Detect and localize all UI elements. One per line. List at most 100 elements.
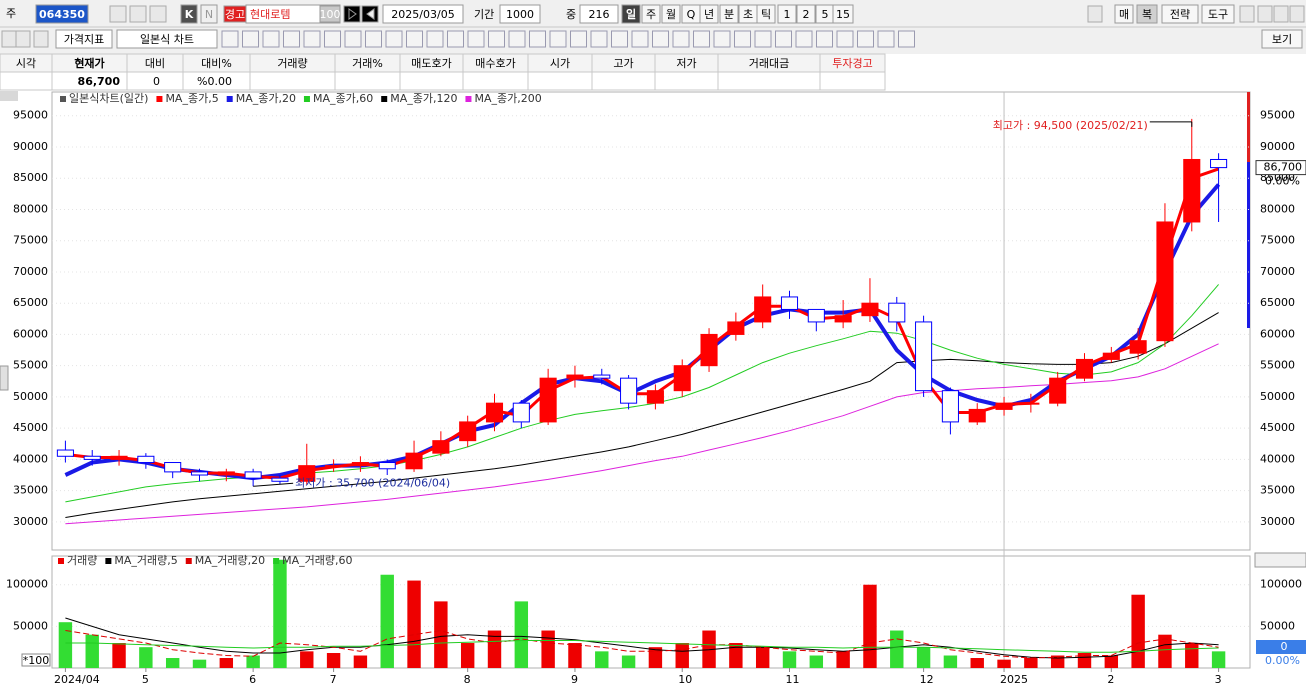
- interval-button[interactable]: 년: [704, 8, 714, 21]
- tool-icon[interactable]: [734, 30, 751, 48]
- interval-button[interactable]: 초: [743, 8, 753, 21]
- y-tick-label-right: 30000: [1260, 515, 1295, 528]
- interval-button-box[interactable]: [832, 4, 854, 24]
- tool-icon[interactable]: [836, 30, 854, 48]
- tool-icon[interactable]: [324, 30, 341, 48]
- date[interactable]: 2025/03/05: [391, 8, 454, 21]
- tool-icon[interactable]: [221, 30, 239, 48]
- interval-button-box[interactable]: [641, 4, 661, 24]
- interval-button[interactable]: 2: [803, 8, 810, 21]
- tool-icon[interactable]: [426, 30, 444, 48]
- chart-kind-box[interactable]: [116, 29, 218, 49]
- tool-icon[interactable]: [1257, 5, 1273, 23]
- next-button[interactable]: [343, 5, 361, 23]
- tool-icon[interactable]: [488, 30, 505, 48]
- right-button-box[interactable]: [1136, 4, 1158, 24]
- tool-icon[interactable]: [631, 30, 649, 48]
- interval-button[interactable]: 주: [646, 8, 656, 21]
- right-button-box[interactable]: [1201, 4, 1235, 24]
- tool-icon[interactable]: [611, 30, 628, 48]
- tool-icon[interactable]: [283, 30, 300, 48]
- tool-icon[interactable]: [898, 30, 915, 48]
- interval-button[interactable]: 분: [724, 8, 734, 21]
- tool-icon[interactable]: [1239, 5, 1255, 23]
- indicator-button[interactable]: 가격지표: [64, 33, 104, 46]
- tool-icon[interactable]: [262, 30, 280, 48]
- tool-icon[interactable]: [549, 30, 567, 48]
- panel-button[interactable]: [1254, 552, 1306, 568]
- tool-icon[interactable]: [672, 30, 690, 48]
- right-button[interactable]: 도구: [1208, 8, 1228, 21]
- interval-button[interactable]: 5: [822, 8, 829, 21]
- interval-button-box[interactable]: [699, 4, 719, 24]
- indicator-button-box[interactable]: [55, 29, 113, 49]
- interval-button[interactable]: 1: [784, 8, 791, 21]
- tool-icon[interactable]: [242, 30, 259, 48]
- view-button[interactable]: 보기: [1272, 33, 1292, 46]
- tool-icon[interactable]: [857, 30, 874, 48]
- tool-icon[interactable]: [406, 30, 423, 48]
- stock-code[interactable]: 064350: [39, 8, 85, 21]
- interval-button-box[interactable]: [756, 4, 776, 24]
- right-button[interactable]: 매: [1119, 8, 1129, 21]
- scroll-toggle[interactable]: [0, 91, 18, 101]
- tool-icon[interactable]: [447, 30, 464, 48]
- tool-icon[interactable]: [775, 30, 792, 48]
- tool-icon[interactable]: [590, 30, 608, 48]
- right-button[interactable]: 복: [1142, 8, 1152, 21]
- tool-icon[interactable]: [754, 30, 772, 48]
- tool-icon[interactable]: [1, 30, 17, 48]
- interval-button[interactable]: 월: [666, 8, 676, 21]
- tool-icon[interactable]: [149, 5, 167, 23]
- interval-button[interactable]: Q: [687, 8, 696, 21]
- count[interactable]: 216: [589, 8, 610, 21]
- tool-icon[interactable]: [713, 30, 731, 48]
- right-button-box[interactable]: [1161, 4, 1199, 24]
- tool-icon[interactable]: [303, 30, 321, 48]
- tool-icon[interactable]: [129, 5, 147, 23]
- tool-icon[interactable]: [693, 30, 710, 48]
- interval-button-box[interactable]: [661, 4, 681, 24]
- tool-icon[interactable]: [877, 30, 895, 48]
- n-button-box[interactable]: [200, 4, 218, 24]
- interval-button-box[interactable]: [621, 4, 641, 24]
- tool-icon[interactable]: [15, 30, 31, 48]
- tool-icon[interactable]: [385, 30, 403, 48]
- tool-icon[interactable]: [816, 30, 833, 48]
- interval-button[interactable]: 틱: [761, 8, 771, 21]
- tool-icon[interactable]: [795, 30, 813, 48]
- prev-button[interactable]: [361, 5, 379, 23]
- view-button-box[interactable]: [1261, 29, 1303, 49]
- interval-button-box[interactable]: [796, 4, 816, 24]
- tool-icon[interactable]: [1087, 5, 1103, 23]
- date-box[interactable]: [382, 4, 464, 24]
- interval-button-box[interactable]: [777, 4, 797, 24]
- tool-icon[interactable]: [508, 30, 526, 48]
- tool-icon[interactable]: [109, 5, 127, 23]
- tool-icon[interactable]: [652, 30, 669, 48]
- right-button-box[interactable]: [1114, 4, 1134, 24]
- stock-code-box[interactable]: [35, 4, 89, 24]
- n-button[interactable]: N: [205, 8, 213, 21]
- interval-button-box[interactable]: [719, 4, 739, 24]
- right-button[interactable]: 전략: [1170, 8, 1190, 21]
- tool-icon[interactable]: [529, 30, 546, 48]
- period[interactable]: 1000: [506, 8, 534, 21]
- interval-button[interactable]: 일: [626, 7, 636, 21]
- tool-icon[interactable]: [365, 30, 382, 48]
- chart-kind[interactable]: 일본식 차트: [140, 32, 194, 46]
- tool-icon[interactable]: [33, 30, 49, 48]
- count-box[interactable]: [579, 4, 619, 24]
- quote-header: 매수호가: [475, 57, 515, 70]
- tool-icon[interactable]: [344, 30, 362, 48]
- period-box[interactable]: [499, 4, 541, 24]
- k-button[interactable]: K: [185, 8, 194, 21]
- tool-icon[interactable]: [1289, 5, 1305, 23]
- side-handle[interactable]: [0, 365, 9, 391]
- tool-icon[interactable]: [570, 30, 587, 48]
- tool-icon[interactable]: [467, 30, 485, 48]
- k-button-box[interactable]: [180, 4, 198, 24]
- interval-button[interactable]: 15: [836, 8, 850, 21]
- tool-icon[interactable]: [1273, 5, 1289, 23]
